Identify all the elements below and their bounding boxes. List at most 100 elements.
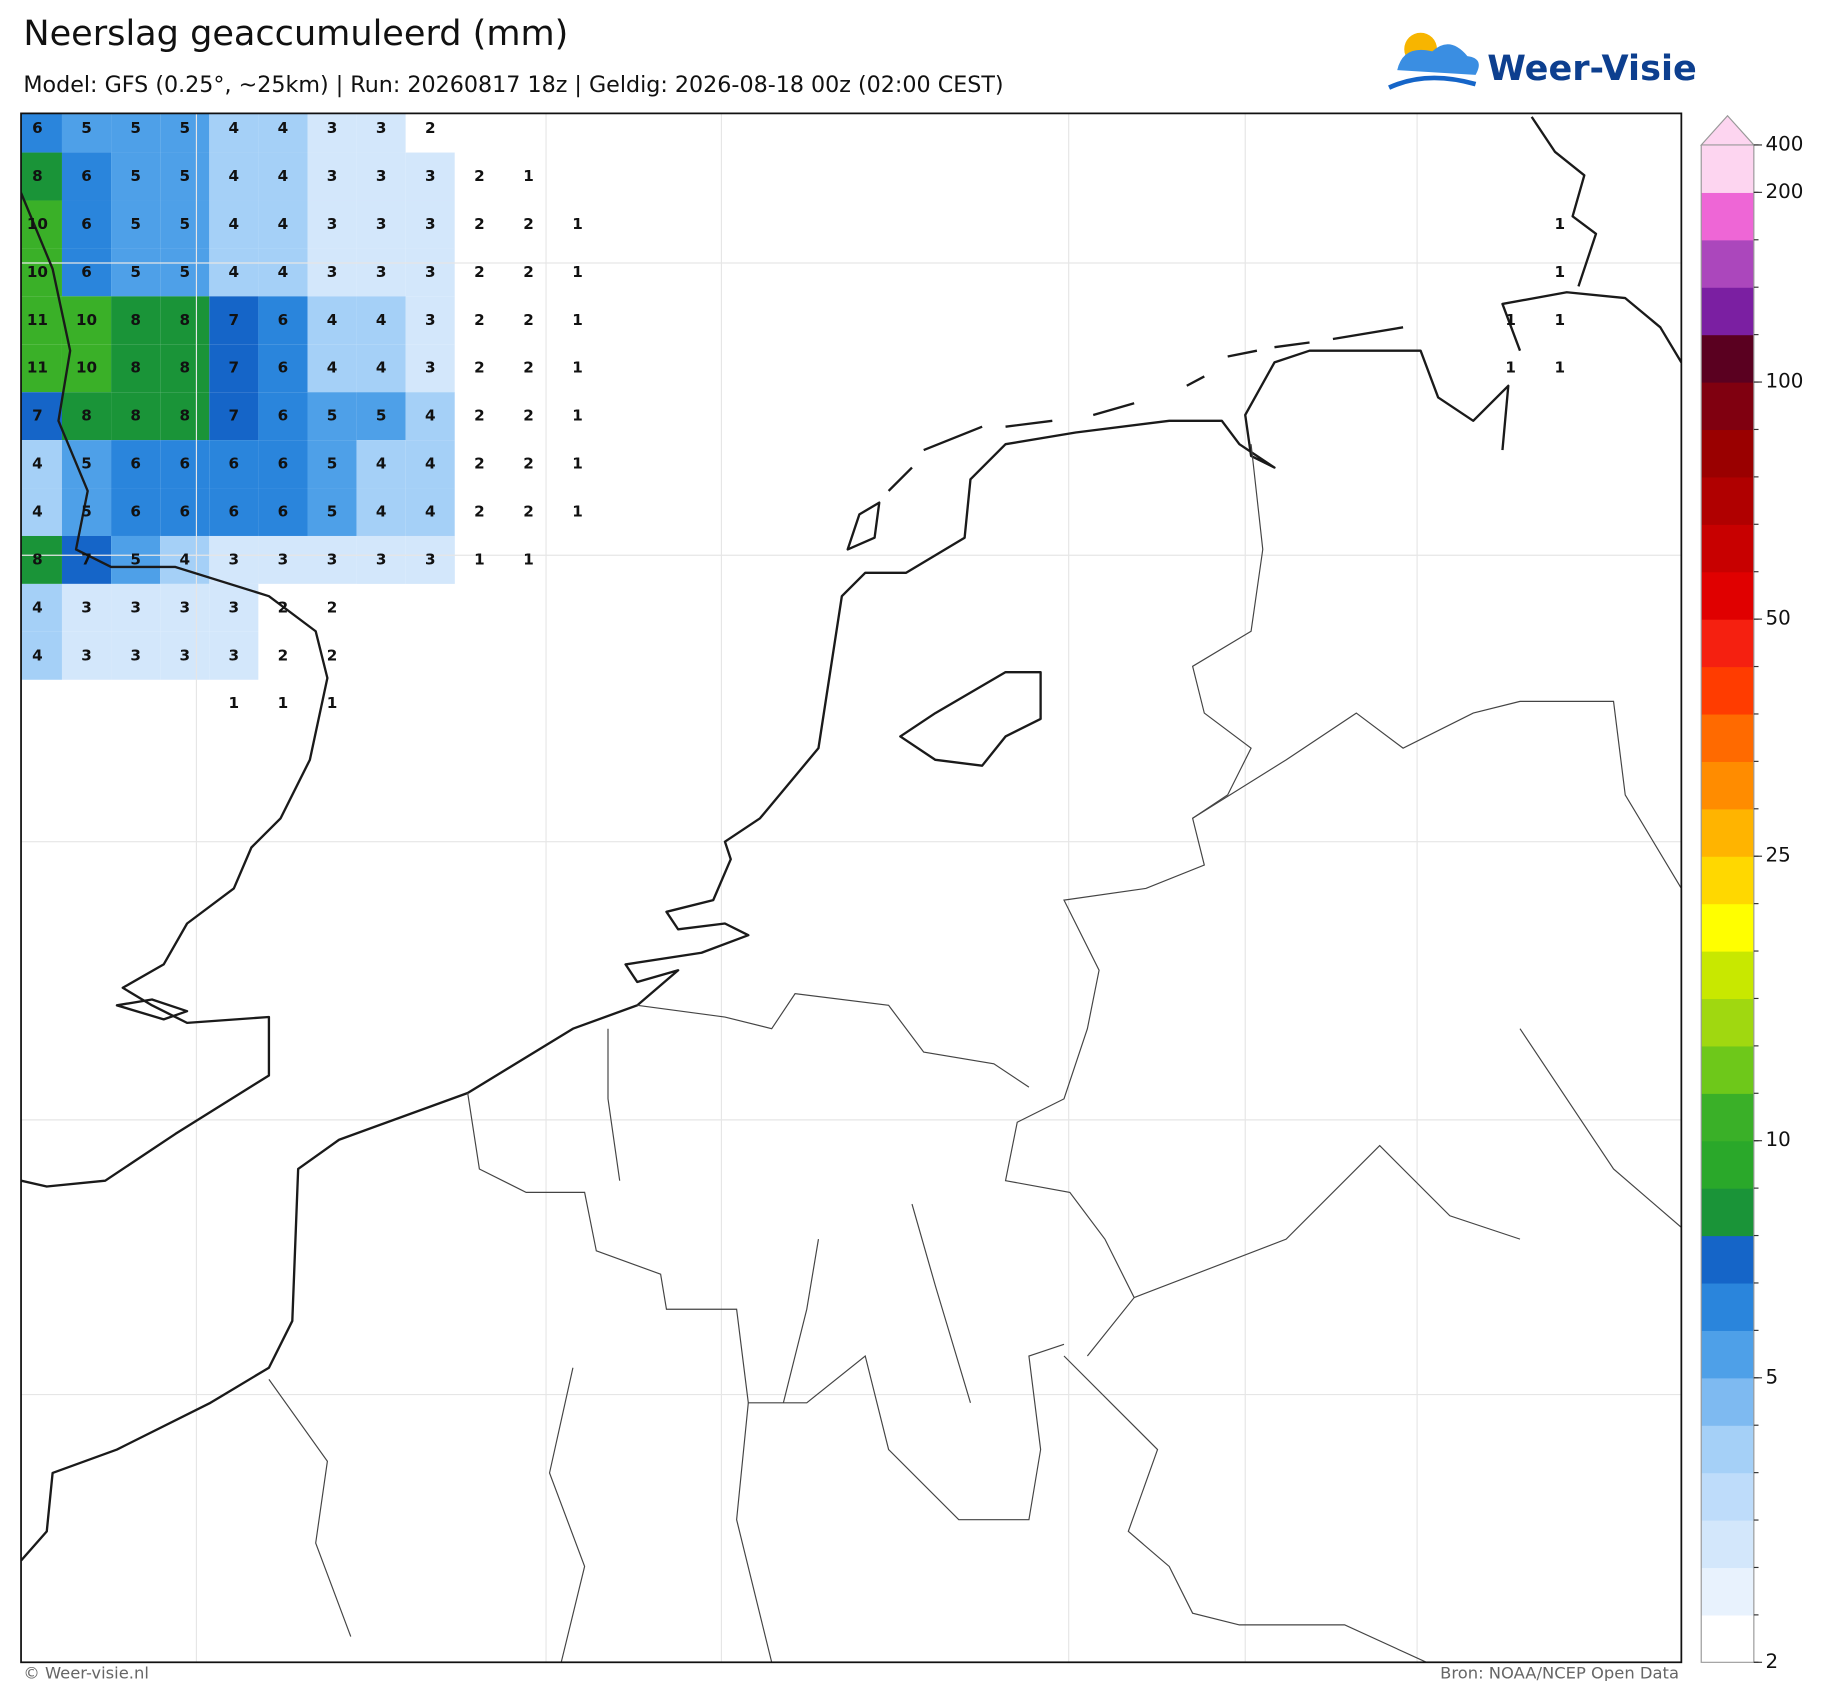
precip-cell xyxy=(258,631,308,680)
precip-cell xyxy=(111,583,161,632)
grid-value: 1 xyxy=(327,694,338,712)
grid-value: 4 xyxy=(327,359,338,377)
grid-value: 8 xyxy=(130,359,141,377)
grid-value: 11 xyxy=(27,359,48,377)
precip-cell xyxy=(258,535,308,584)
colorbar-band xyxy=(1701,1188,1754,1237)
grid-value: 2 xyxy=(523,503,534,521)
grid-value: 1 xyxy=(1554,311,1565,329)
credit: © Weer-visie.nl xyxy=(23,1663,149,1681)
grid-value: 5 xyxy=(179,119,190,137)
precip-cell xyxy=(21,113,62,153)
colorbar-extend xyxy=(1699,114,1756,146)
grid-value: 7 xyxy=(32,407,43,425)
colorbar-tick-label: 2 xyxy=(1766,1650,1779,1673)
precip-cell xyxy=(356,152,406,201)
precip-cell xyxy=(21,440,62,489)
grid-value: 8 xyxy=(130,311,141,329)
grid-value: 6 xyxy=(229,455,240,473)
grid-value: 6 xyxy=(278,455,289,473)
grid-value: 5 xyxy=(130,263,141,281)
grid-value: 3 xyxy=(81,646,92,664)
grid-value: 3 xyxy=(179,646,190,664)
border xyxy=(467,1092,1065,1521)
precip-cell xyxy=(503,296,554,345)
precip-cell xyxy=(209,583,259,632)
grid-value: 6 xyxy=(81,167,92,185)
grid-value: 4 xyxy=(376,359,387,377)
coastline xyxy=(21,349,1510,1562)
colorbar-tick-label: 100 xyxy=(1766,370,1804,393)
precip-cell xyxy=(160,200,210,249)
grid-value: 2 xyxy=(474,311,485,329)
grid-value: 1 xyxy=(1505,359,1516,377)
border xyxy=(1004,444,1264,1357)
grid-value: 10 xyxy=(76,311,97,329)
grid-value: 4 xyxy=(376,455,387,473)
precip-cell xyxy=(61,248,112,297)
precip-cell xyxy=(405,248,455,297)
grid-value: 4 xyxy=(425,503,436,521)
grid-value: 4 xyxy=(32,503,43,521)
grid-value: 10 xyxy=(76,359,97,377)
precip-cell xyxy=(61,152,112,201)
grid-value: 6 xyxy=(81,263,92,281)
precip-cell xyxy=(160,344,210,393)
precip-cell xyxy=(21,488,62,536)
colorbar-band xyxy=(1701,1614,1754,1663)
precip-cell xyxy=(258,488,308,536)
precip-cell xyxy=(21,535,62,584)
precip-cell xyxy=(503,440,554,489)
colorbar-band xyxy=(1701,1282,1754,1331)
grid-value: 3 xyxy=(376,167,387,185)
precip-cell xyxy=(307,113,357,153)
precip-cell xyxy=(307,535,357,584)
grid-value: 8 xyxy=(179,407,190,425)
precip-cell xyxy=(209,113,259,153)
precip-cell xyxy=(356,200,406,249)
grid-value: 3 xyxy=(81,598,92,616)
grid-value: 2 xyxy=(474,359,485,377)
precip-cell xyxy=(111,631,161,680)
border xyxy=(1063,1355,1427,1663)
precip-cell xyxy=(307,631,357,680)
precip-cell xyxy=(503,344,554,393)
precip-cell xyxy=(209,631,259,680)
grid-value: 3 xyxy=(229,550,240,568)
colorbar-band xyxy=(1701,1520,1754,1569)
colorbar-band xyxy=(1701,1093,1754,1142)
precip-cell xyxy=(307,583,357,632)
colorbar-band xyxy=(1701,903,1754,952)
grid-value: 2 xyxy=(523,263,534,281)
precip-cell xyxy=(356,344,406,393)
precip-cell xyxy=(160,440,210,489)
grid-labels: 6 5 5 5 4 4 3 3 28 6 5 5 4 4 3 3 3 2 110 6 5 5 4 4 3 3 3 2 2 1 110 6 5 5 4… xyxy=(27,119,1565,712)
grid-value: 3 xyxy=(130,646,141,664)
grid-value: 7 xyxy=(229,359,240,377)
colorbar-band xyxy=(1701,666,1754,715)
precip-cell xyxy=(258,248,308,297)
map-lines xyxy=(21,113,1682,1663)
grid-value: 5 xyxy=(179,215,190,233)
precip-cell xyxy=(454,200,504,249)
precip-cell xyxy=(209,152,259,201)
grid-value: 5 xyxy=(179,263,190,281)
grid-value: 5 xyxy=(179,167,190,185)
grid-value: 1 xyxy=(572,503,583,521)
precip-cell xyxy=(307,440,357,489)
grid-value: 4 xyxy=(32,598,43,616)
grid-value: 3 xyxy=(376,263,387,281)
precip-cell xyxy=(307,296,357,345)
grid-value: 5 xyxy=(81,119,92,137)
grid-value: 5 xyxy=(376,407,387,425)
colorbar-band xyxy=(1701,1330,1754,1379)
grid-value: 2 xyxy=(474,263,485,281)
precip-cell xyxy=(307,200,357,249)
colorbar-band xyxy=(1701,619,1754,668)
colorbar-band xyxy=(1701,287,1754,336)
precip-cell xyxy=(160,583,210,632)
grid-value: 5 xyxy=(81,503,92,521)
grid-value: 2 xyxy=(523,215,534,233)
